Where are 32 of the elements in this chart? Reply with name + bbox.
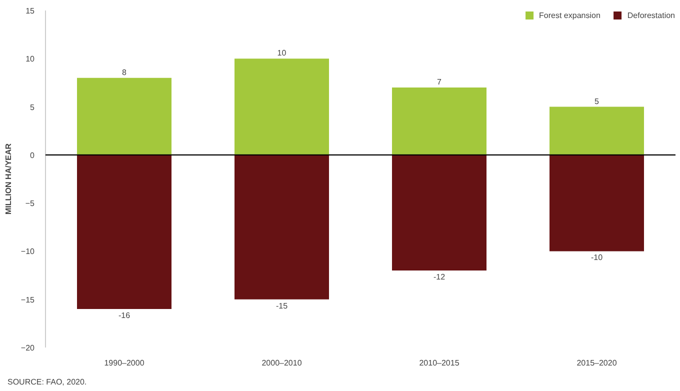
y-tick-label: −15: [20, 295, 36, 304]
x-tick-label: 2000–2010: [262, 358, 302, 368]
y-axis-title: MILLION HA/YEAR: [4, 143, 13, 215]
y-tick-label: 15: [26, 6, 36, 16]
data-label: -15: [276, 301, 288, 310]
y-tick-label: −5: [25, 199, 36, 208]
x-tick-label: 1990–2000: [104, 358, 145, 368]
bar: [77, 78, 172, 155]
legend-label: Forest expansion: [539, 10, 600, 20]
bar: [392, 154, 486, 270]
data-label: 7: [437, 78, 442, 87]
bar: [392, 88, 486, 155]
data-label: 8: [122, 68, 128, 77]
y-tick-label: 0: [30, 150, 36, 160]
data-label: -12: [433, 272, 446, 282]
data-label: -16: [118, 310, 131, 320]
x-tick-label: 2010–2015: [419, 358, 460, 368]
bar: [234, 154, 329, 300]
data-label: 5: [594, 96, 600, 106]
source-note: SOURCE: FAO, 2020.: [8, 378, 87, 386]
data-label: 10: [277, 48, 287, 58]
bar: [234, 58, 329, 155]
bar: [550, 106, 644, 155]
data-label: -10: [590, 253, 604, 262]
legend-label: Deforestation: [627, 10, 675, 20]
y-tick-label: −10: [20, 247, 36, 256]
bar: [550, 154, 644, 252]
y-tick-label: 10: [26, 54, 36, 64]
bar: [77, 154, 172, 309]
x-tick-label: 2015–2020: [576, 358, 618, 368]
y-tick-label: −20: [20, 344, 36, 352]
y-tick-label: 5: [30, 102, 36, 112]
